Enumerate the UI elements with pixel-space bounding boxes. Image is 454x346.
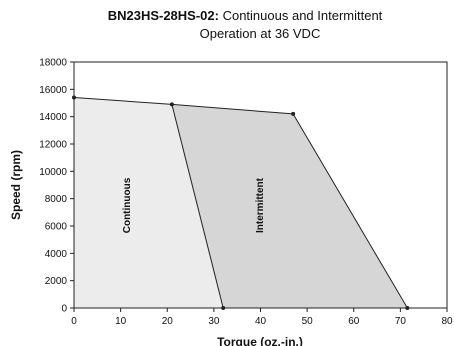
region-label-intermittent: Intermittent [255,177,266,233]
y-tick-label: 0 [61,304,67,315]
y-tick-label: 12000 [39,140,67,151]
intermittent-boundary-line [73,97,408,309]
y-tick-label: 8000 [45,194,68,205]
continuous-boundary-line [171,104,224,309]
x-tick-label: 10 [115,316,127,327]
y-tick-label: 4000 [45,249,68,260]
chart-title-rest: Continuous and Intermittent [219,8,383,23]
y-axis-title: Speed (rpm) [9,150,23,220]
data-point-marker [405,306,410,310]
chart-title-bold: BN23HS-28HS-02: [108,8,219,23]
x-tick-label: 30 [208,316,220,327]
region-intermittent [171,104,408,309]
chart-title-line-1: BN23HS-28HS-02: Continuous and Intermitt… [108,8,383,23]
data-point-marker [169,102,174,107]
data-point-marker [72,95,76,100]
y-tick-label: 10000 [39,167,67,178]
x-tick-label: 70 [395,316,407,327]
y-tick-label: 18000 [39,58,67,69]
data-point-marker [291,111,296,116]
y-tick-label: 16000 [39,85,67,96]
y-tick-label: 2000 [45,276,68,287]
data-point-marker [221,306,226,310]
x-tick-label: 50 [302,316,314,327]
x-axis-title: Torque (oz.-in.) [217,335,303,346]
x-tick-label: 80 [441,316,453,327]
x-tick-label: 20 [162,316,174,327]
y-tick-label: 14000 [39,112,67,123]
plot-area: 0 10 20 30 40 50 60 70 80 0 2000 4000 6000 8000 10000 1… [39,58,453,328]
x-tick-label: 60 [348,316,360,327]
region-continuous [74,97,224,308]
y-tick-label: 6000 [45,222,68,233]
x-tick-label: 0 [71,316,77,327]
chart-title-line-2: Operation at 36 VDC [200,26,321,41]
x-tick-label: 40 [255,316,267,327]
region-label-continuous: Continuous [122,177,133,233]
